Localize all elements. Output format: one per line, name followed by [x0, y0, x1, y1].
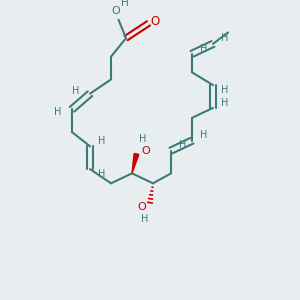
Text: H: H [54, 107, 61, 117]
Text: H: H [179, 140, 187, 151]
Text: H: H [121, 0, 129, 8]
Text: H: H [141, 214, 148, 224]
Text: H: H [200, 44, 208, 54]
Text: H: H [98, 169, 106, 179]
Text: H: H [200, 130, 208, 140]
Text: O: O [137, 202, 146, 212]
Polygon shape [132, 154, 139, 173]
Text: H: H [98, 136, 106, 146]
Text: O: O [141, 146, 150, 156]
Text: H: H [140, 134, 147, 144]
Text: O: O [111, 6, 120, 16]
Text: H: H [221, 98, 229, 108]
Text: H: H [72, 86, 79, 96]
Text: H: H [221, 33, 229, 43]
Text: H: H [221, 85, 229, 95]
Text: O: O [151, 15, 160, 28]
